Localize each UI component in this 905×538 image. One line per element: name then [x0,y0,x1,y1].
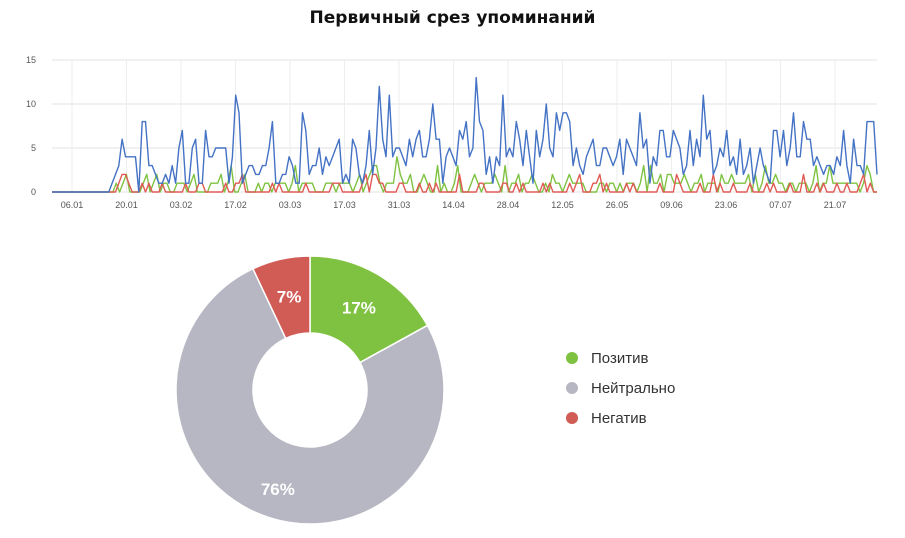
donut-slice-1 [175,267,445,525]
x-tick-label: 03.02 [170,200,193,210]
y-tick-label: 0 [31,187,36,197]
x-tick-label: 26.05 [606,200,629,210]
legend-item-positive: Позитив [566,343,675,373]
legend-label: Нейтрально [591,379,676,397]
legend-swatch [566,412,578,424]
legend-item-negative: Негатив [566,403,675,433]
x-tick-label: 28.04 [497,200,520,210]
chart-title: Первичный срез упоминаний [309,8,596,28]
mentions-line-chart: 0 5 10 15 06.01 20.01 03.02 17.02 03.03 17.03 31.0… [26,55,878,210]
donut-slice-label: 76% [261,480,295,499]
legend-label: Позитив [591,349,649,367]
legend-swatch [566,382,578,394]
x-tick-label: 20.01 [115,200,138,210]
series-line-2 [52,173,877,193]
legend-label: Негатив [591,409,647,427]
sentiment-donut-chart: 17% 76% 7% [175,255,445,525]
x-tick-label: 23.06 [715,200,738,210]
x-tick-label: 31.03 [388,200,411,210]
x-tick-label: 07.07 [769,200,792,210]
legend: Позитив Нейтрально Негатив [566,343,675,433]
x-tick-label: 03.03 [279,200,302,210]
y-tick-label: 5 [31,143,36,153]
x-tick-label: 12.05 [551,200,574,210]
x-tick-label: 17.03 [333,200,356,210]
x-tick-label: 09.06 [660,200,683,210]
donut-slice-label: 17% [342,298,376,317]
donut-slice-0 [309,255,429,364]
legend-item-neutral: Нейтрально [566,373,675,403]
x-tick-label: 17.02 [224,200,247,210]
y-tick-label: 10 [26,99,36,109]
y-tick-label: 15 [26,55,36,65]
donut-slice-2 [251,255,311,340]
legend-swatch [566,352,578,364]
x-tick-label: 14.04 [442,200,465,210]
x-tick-label: 21.07 [824,200,847,210]
donut-slice-label: 7% [277,287,302,306]
x-tick-label: 06.01 [61,200,84,210]
series-line-0 [52,76,878,193]
